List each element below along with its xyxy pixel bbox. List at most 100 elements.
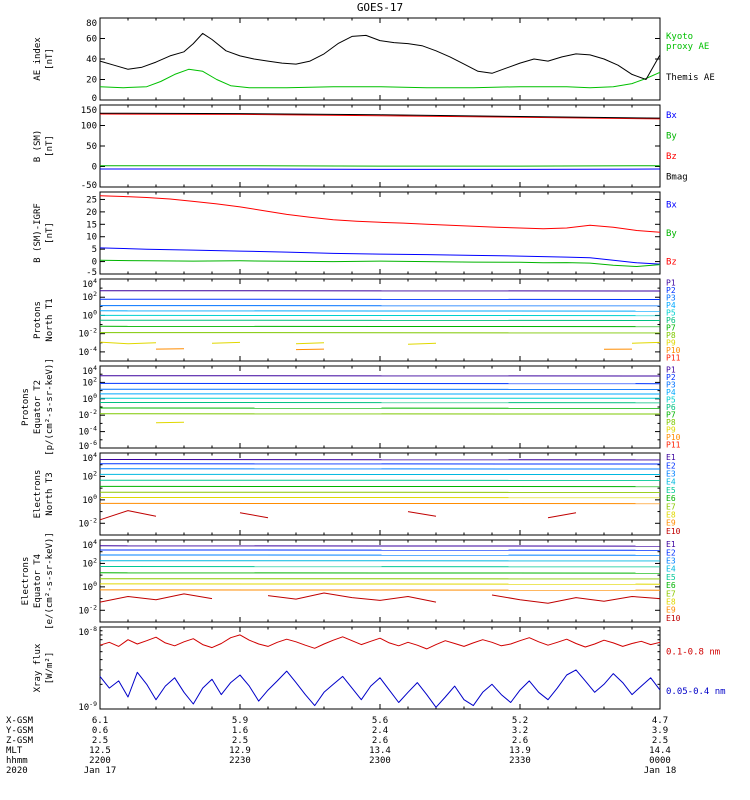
ytick-label: 80 <box>86 19 97 29</box>
legend-protons_equator-p6: P6 <box>666 403 676 412</box>
panel-b_igrf: -50 5 10 15 20 25 B (SM)-IGRF [nT] Bx By Bz <box>33 191 677 278</box>
ytick-label: 100 <box>82 392 97 405</box>
ytick-label: 5 <box>92 245 97 255</box>
ytick-label: 20 <box>86 208 97 218</box>
legend-electrons_equator-e10: E10 <box>666 614 681 623</box>
y-axis-title: North T3 <box>45 472 55 515</box>
y-axis-title: [e/(cm²-s-sr-keV)] <box>45 532 55 630</box>
legend-protons_equator-p4: P4 <box>666 388 676 397</box>
y-axis-title: B (SM)-IGRF <box>33 203 43 263</box>
series-e10 <box>99 592 661 604</box>
y-axis-title: [p/(cm²-s-sr-keV)] <box>45 358 55 456</box>
ytick-label: 15 <box>86 220 97 230</box>
legend-protons_north-p2: P2 <box>666 286 676 295</box>
ytick-label: 20 <box>86 76 97 86</box>
y-axis-title: [nT] <box>45 222 55 244</box>
legend-ae-themis-ae: Themis AE <box>666 73 715 83</box>
x-row-value: 14.4 <box>649 746 671 756</box>
legend-protons_north-p4: P4 <box>666 301 676 310</box>
legend-protons_equator-p9: P9 <box>666 425 676 434</box>
series-themis-ae <box>99 32 661 80</box>
series-by <box>99 259 661 267</box>
panel-xray: 10-9 10-8 Xray flux [W/m²] 0.1-0.8 nm 0.05-0.… <box>33 625 726 713</box>
x-row-label-mlt: MLT <box>6 746 23 756</box>
plot-title: GOES-17 <box>357 1 403 14</box>
panel-electrons_equator: 10-2 100 102 104 Electrons Equator T4 [e/(cm²-… <box>21 532 681 630</box>
legend-b_sm-bmag: Bmag <box>666 172 688 182</box>
x-row-value: 2.5 <box>232 736 248 746</box>
x-row-value: 3.9 <box>652 726 668 736</box>
x-row-value: 2.4 <box>372 726 388 736</box>
x-row-value: Jan 17 <box>84 766 117 776</box>
legend-xray-0.1-0.8-nm: 0.1-0.8 nm <box>666 648 720 658</box>
panel-frame <box>99 365 661 449</box>
legend-protons_equator-p7: P7 <box>666 410 676 419</box>
panel-frame <box>99 17 661 101</box>
x-row-label-z-gsm: Z-GSM <box>6 736 34 746</box>
x-row-value: 0.6 <box>92 726 108 736</box>
panel-frame <box>99 452 661 536</box>
legend-protons_equator-p2: P2 <box>666 373 676 382</box>
ytick-label: 100 <box>81 122 97 132</box>
ytick-label: 10-8 <box>78 625 97 638</box>
legend-ae-kyoto: Kyoto <box>666 32 693 42</box>
x-row-value: Jan 18 <box>644 766 677 776</box>
x-row-label-2020: 2020 <box>6 766 28 776</box>
series-0.05-0.4-nm <box>99 669 661 708</box>
panel-frame <box>99 626 661 710</box>
ytick-label: 104 <box>82 538 97 551</box>
ytick-label: 10-4 <box>78 345 97 358</box>
series-e10 <box>100 511 632 520</box>
legend-protons_equator-p11: P11 <box>666 440 681 449</box>
ytick-label: 10-6 <box>78 439 97 452</box>
legend-b_igrf-bx: Bx <box>666 200 677 210</box>
series-p9 <box>99 341 661 345</box>
ytick-label: 104 <box>82 364 97 377</box>
ytick-label: 10 <box>86 233 97 243</box>
legend-electrons_north-e2: E2 <box>666 461 676 470</box>
legend-protons_north-p3: P3 <box>666 294 676 303</box>
legend-b_sm-bz: Bz <box>666 152 677 162</box>
x-row-label-y-gsm: Y-GSM <box>6 726 34 736</box>
legend-electrons_equator-e2: E2 <box>666 548 676 557</box>
ytick-label: -50 <box>81 181 97 191</box>
legend-electrons_equator-e1: E1 <box>666 540 676 549</box>
series-bx <box>99 247 661 265</box>
series-p10 <box>155 348 633 351</box>
ytick-label: 102 <box>82 556 97 569</box>
legend-protons_north-p8: P8 <box>666 331 676 340</box>
x-row-value: 2300 <box>369 756 391 766</box>
x-row-value: 2330 <box>509 756 531 766</box>
x-row-value: 2.5 <box>652 736 668 746</box>
x-row-value: 2200 <box>89 756 111 766</box>
legend-electrons_equator-e8: E8 <box>666 598 676 607</box>
legend-protons_equator-p8: P8 <box>666 418 676 427</box>
x-row-value: 2230 <box>229 756 251 766</box>
y-axis-title: [W/m²] <box>45 652 55 685</box>
legend-protons_north-p7: P7 <box>666 323 676 332</box>
ytick-label: 10-2 <box>78 327 97 340</box>
ytick-label: 100 <box>82 580 97 593</box>
x-row-value: 13.4 <box>369 746 391 756</box>
x-row-value: 12.9 <box>229 746 251 756</box>
legend-electrons_north-e8: E8 <box>666 511 676 520</box>
legend-protons_north-p10: P10 <box>666 346 681 355</box>
ytick-label: 10-9 <box>78 700 97 713</box>
series-kyoto-proxy-ae <box>99 68 661 89</box>
legend-electrons_equator-e4: E4 <box>666 565 676 574</box>
x-row-value: 12.5 <box>89 746 111 756</box>
legend-electrons_north-e1: E1 <box>666 453 676 462</box>
ytick-label: 104 <box>82 277 97 290</box>
x-row-label-hhmm: hhmm <box>6 756 28 766</box>
y-axis-title: Protons <box>21 388 31 426</box>
panel-b_sm: -50 0 50 100 150 B (SM) [nT] Bx By Bz Bmag <box>33 104 688 191</box>
y-axis-title: Equator T2 <box>33 380 43 434</box>
y-axis-title: Xray flux <box>33 643 43 692</box>
legend-electrons_north-e4: E4 <box>666 478 676 487</box>
ytick-label: 102 <box>82 375 97 388</box>
x-row-value: 0000 <box>649 756 671 766</box>
panel-electrons_north: 10-2 100 102 104 Electrons North T3 E1E2E3E4E5… <box>33 451 681 536</box>
ytick-label: 40 <box>86 55 97 65</box>
